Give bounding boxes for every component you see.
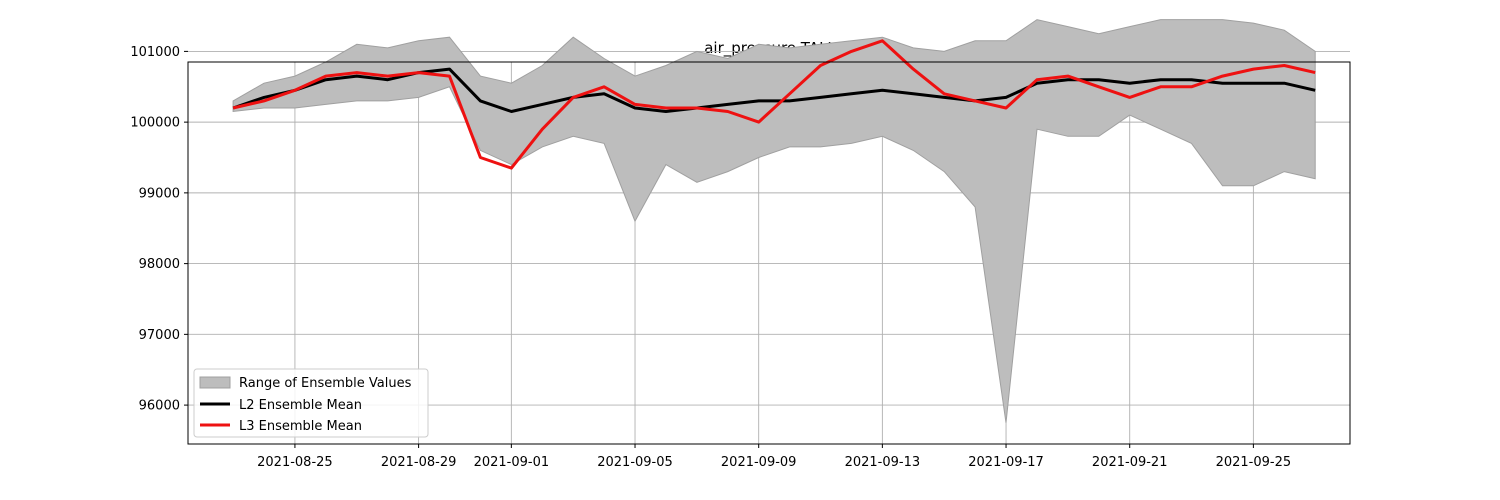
range-of-ensemble-values-band: [232, 19, 1316, 423]
x-tick-label: 2021-09-09: [721, 455, 797, 470]
x-axis: 2021-08-25 2021-08-29 2021-09-01 2021-09-05…: [257, 444, 1291, 470]
legend-swatch-band: [199, 376, 231, 389]
y-tick-label: 100000: [130, 116, 180, 131]
x-tick-label: 2021-09-25: [1216, 455, 1292, 470]
series-lines: [232, 39, 1316, 170]
legend-box: [193, 368, 429, 438]
legend-label-series: L3 Ensemble Mean: [239, 419, 362, 434]
y-axis: 96000 97000 98000 99000 100000 101000: [130, 45, 188, 414]
x-tick-label: 2021-08-29: [381, 455, 457, 470]
y-tick-label: 97000: [139, 328, 180, 343]
x-tick-label: 2021-09-17: [968, 455, 1044, 470]
x-tick-label: 2021-09-21: [1092, 455, 1168, 470]
legend-label-series: L2 Ensemble Mean: [239, 398, 362, 413]
legend: Range of Ensemble Values L2 Ensemble Mean…: [193, 368, 429, 438]
y-tick-label: 98000: [139, 257, 180, 272]
legend-label-band: Range of Ensemble Values: [239, 376, 412, 391]
x-tick-label: 2021-08-25: [257, 455, 333, 470]
y-tick-label: 96000: [139, 399, 180, 414]
y-tick-label: 101000: [130, 45, 180, 60]
ensemble-range-band: [232, 19, 1316, 423]
x-tick-label: 2021-09-01: [474, 455, 550, 470]
y-tick-label: 99000: [139, 186, 180, 201]
series-line-l3-ensemble-mean: [232, 39, 1316, 170]
x-tick-label: 2021-09-05: [597, 455, 673, 470]
x-tick-label: 2021-09-13: [845, 455, 921, 470]
plot-frame: [187, 61, 1351, 445]
